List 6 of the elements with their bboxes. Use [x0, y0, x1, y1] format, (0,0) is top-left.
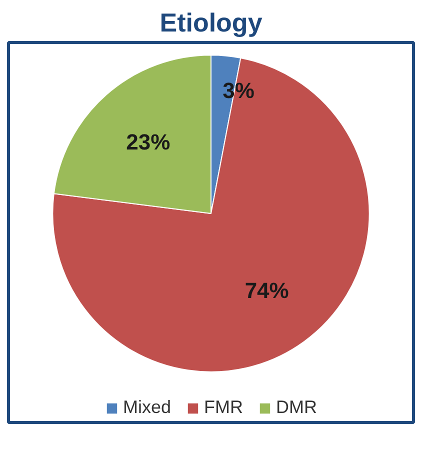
legend-label: Mixed — [122, 397, 172, 418]
data-label: 23% — [126, 130, 170, 155]
chart-title: Etiology — [160, 8, 263, 38]
legend-label: FMR — [204, 397, 244, 418]
data-label: 74% — [244, 278, 289, 303]
legend-label: DMR — [276, 397, 318, 418]
